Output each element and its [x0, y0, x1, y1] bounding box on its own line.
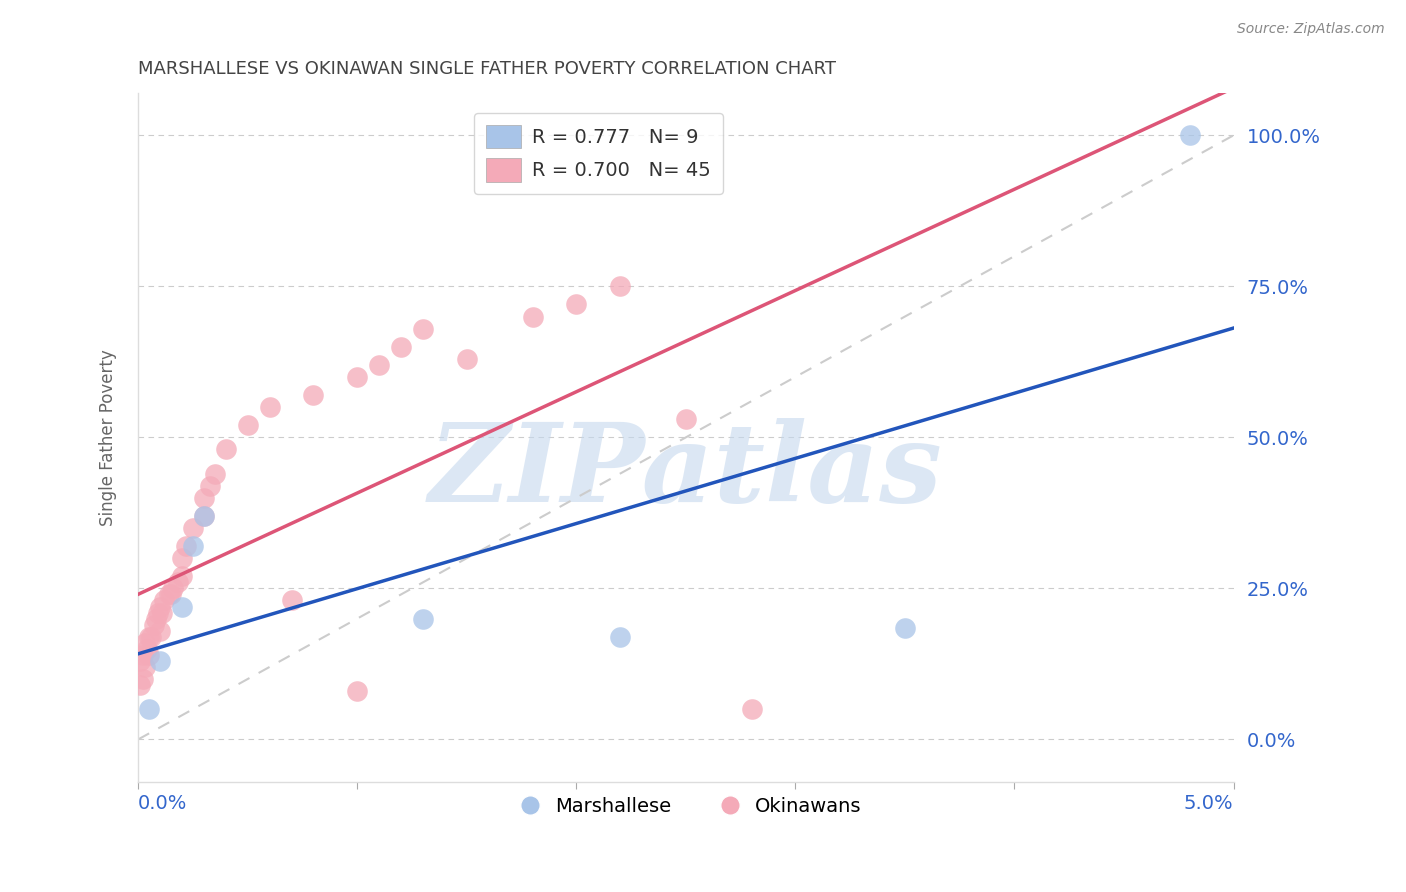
Point	[741, 702, 763, 716]
Point	[142, 617, 165, 632]
Point	[150, 606, 173, 620]
Text: 5.0%: 5.0%	[1184, 794, 1233, 813]
Point	[609, 630, 631, 644]
Point	[412, 611, 434, 625]
Point	[609, 279, 631, 293]
Point	[131, 648, 153, 662]
Point	[346, 370, 368, 384]
Point	[129, 654, 152, 668]
Point	[138, 648, 160, 662]
Point	[346, 684, 368, 698]
Point	[131, 672, 153, 686]
Point	[176, 539, 198, 553]
Point	[389, 340, 412, 354]
Point	[146, 606, 169, 620]
Point	[138, 630, 160, 644]
Text: ZIPatlas: ZIPatlas	[429, 418, 943, 525]
Point	[236, 418, 259, 433]
Point	[565, 297, 588, 311]
Point	[166, 575, 188, 590]
Point	[200, 478, 222, 492]
Point	[170, 569, 193, 583]
Point	[129, 678, 152, 692]
Point	[302, 388, 325, 402]
Point	[1178, 128, 1201, 143]
Point	[160, 587, 183, 601]
Point	[170, 599, 193, 614]
Y-axis label: Single Father Poverty: Single Father Poverty	[100, 349, 117, 525]
Point	[522, 310, 544, 324]
Point	[181, 539, 204, 553]
Point	[204, 467, 226, 481]
Point	[181, 521, 204, 535]
Legend: Marshallese, Okinawans: Marshallese, Okinawans	[502, 789, 869, 823]
Point	[149, 654, 172, 668]
Point	[193, 491, 215, 505]
Point	[145, 611, 167, 625]
Point	[412, 321, 434, 335]
Point	[368, 358, 391, 372]
Point	[136, 641, 159, 656]
Point	[149, 624, 172, 638]
Point	[138, 702, 160, 716]
Point	[675, 412, 697, 426]
Point	[170, 551, 193, 566]
Point	[153, 593, 176, 607]
Point	[134, 636, 156, 650]
Point	[141, 630, 163, 644]
Point	[134, 660, 156, 674]
Point	[193, 508, 215, 523]
Text: Source: ZipAtlas.com: Source: ZipAtlas.com	[1237, 22, 1385, 37]
Point	[456, 351, 478, 366]
Text: 0.0%: 0.0%	[138, 794, 187, 813]
Point	[162, 582, 184, 596]
Point	[280, 593, 302, 607]
Point	[193, 508, 215, 523]
Point	[149, 599, 172, 614]
Point	[259, 400, 281, 414]
Text: MARSHALLESE VS OKINAWAN SINGLE FATHER POVERTY CORRELATION CHART: MARSHALLESE VS OKINAWAN SINGLE FATHER PO…	[138, 60, 837, 78]
Point	[157, 587, 180, 601]
Point	[894, 621, 917, 635]
Point	[215, 442, 238, 457]
